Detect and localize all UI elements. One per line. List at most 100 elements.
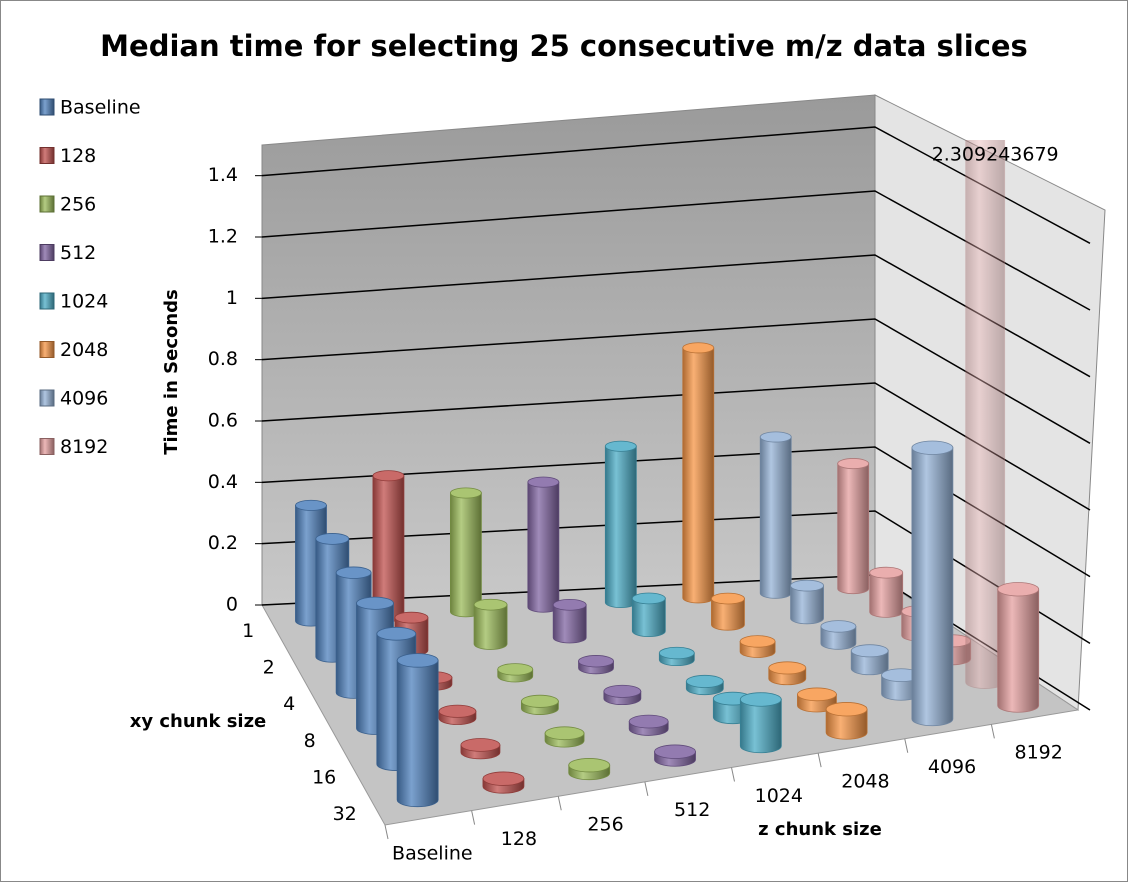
- legend-label: 2048: [60, 339, 108, 361]
- cylinder-top: [604, 440, 637, 452]
- grid-line: [261, 382, 1091, 511]
- cylinder-body: [869, 572, 904, 618]
- legend-swatch: [39, 244, 55, 261]
- cylinder-top: [658, 646, 695, 660]
- cylinder: [837, 458, 870, 595]
- cylinder-body: [850, 650, 889, 676]
- cylinder: [628, 714, 669, 736]
- cylinder: [739, 692, 782, 754]
- x-axis-title: z chunk size: [758, 819, 882, 840]
- x-tick: [557, 796, 562, 811]
- value-label: 2.309243679: [932, 144, 1059, 166]
- cylinder-top: [790, 579, 824, 592]
- y-tick-label: 0.6: [208, 410, 238, 432]
- cylinder-top: [869, 566, 904, 579]
- cylinder: [631, 592, 666, 638]
- cylinder: [473, 598, 508, 650]
- cylinder: [685, 674, 724, 696]
- cylinder: [911, 440, 954, 727]
- cylinder: [527, 476, 560, 613]
- y-tick-label: 0.2: [208, 532, 238, 554]
- cylinder-top: [837, 458, 870, 470]
- cylinder-top: [739, 692, 782, 707]
- x-tick-label: Baseline: [392, 842, 473, 864]
- cylinder: [544, 726, 585, 748]
- cylinder-body: [820, 625, 857, 650]
- plot-area: [295, 140, 1040, 808]
- x-tick: [817, 753, 822, 768]
- x-tick: [471, 810, 476, 825]
- legend-swatch: [39, 195, 55, 213]
- cylinder-top: [372, 470, 405, 482]
- legend-label: 128: [60, 145, 96, 167]
- legend-swatch: [39, 341, 55, 358]
- cylinder: [759, 431, 792, 599]
- cylinder-body: [911, 447, 954, 727]
- depth-tick-label: 1: [242, 620, 254, 642]
- grid-line: [261, 190, 1091, 311]
- cylinder-top: [850, 644, 889, 658]
- cylinder-top: [654, 744, 696, 759]
- cylinder-top: [520, 694, 559, 708]
- x-tick: [990, 724, 995, 739]
- cylinder: [460, 738, 501, 760]
- cylinder-body: [790, 585, 824, 625]
- cylinder-top: [460, 738, 501, 752]
- cylinder: [568, 758, 611, 781]
- cylinder-body: [631, 598, 666, 638]
- cylinder-body: [552, 604, 587, 644]
- cylinder-top: [552, 598, 587, 611]
- cylinder-top: [711, 592, 745, 605]
- y-tick-label: 0.8: [208, 348, 238, 370]
- x-tick: [731, 767, 735, 782]
- x-tick-label: 2048: [841, 770, 889, 792]
- legend-swatch: [39, 98, 55, 116]
- x-tick: [904, 738, 909, 753]
- cylinder: [552, 598, 587, 644]
- cylinder-body: [473, 604, 508, 650]
- cylinder-top: [768, 661, 807, 675]
- depth-tick-label: 16: [312, 767, 336, 789]
- depth-axis-title: xy chunk size: [130, 711, 267, 732]
- legend-label: 8192: [60, 436, 108, 458]
- cylinder-top: [797, 687, 837, 702]
- cylinder-top: [482, 771, 525, 786]
- x-tick-label: 512: [674, 799, 710, 821]
- cylinder-body: [711, 598, 745, 631]
- cylinder-body: [759, 436, 792, 599]
- legend-label: 1024: [60, 291, 108, 313]
- cylinder: [482, 771, 525, 794]
- legend-label: 512: [60, 242, 96, 264]
- cylinder-top: [739, 635, 776, 648]
- cylinder-top: [396, 653, 439, 668]
- cylinder-top: [825, 702, 868, 717]
- legend-label: 4096: [60, 388, 108, 410]
- cylinder: [869, 566, 904, 618]
- cylinder: [850, 644, 889, 676]
- x-tick-label: 256: [587, 814, 623, 836]
- legend-label: Baseline: [60, 97, 141, 119]
- cylinder: [396, 653, 439, 808]
- cylinder-body: [449, 492, 482, 618]
- cylinder: [578, 655, 614, 675]
- cylinder: [520, 694, 559, 715]
- legend-swatch: [39, 438, 55, 455]
- cylinder-top: [527, 476, 560, 488]
- y-tick-label: 1.2: [208, 226, 238, 248]
- x-tick: [644, 781, 649, 796]
- x-tick-label: 4096: [928, 756, 976, 778]
- grid-line: [261, 446, 1091, 578]
- cylinder: [372, 470, 405, 622]
- cylinder-top: [449, 487, 482, 499]
- cylinder-top: [315, 533, 350, 545]
- legend-swatch: [39, 389, 55, 407]
- cylinder: [654, 744, 696, 767]
- cylinder: [449, 487, 482, 618]
- x-tick-label: 1024: [755, 785, 803, 807]
- grid-line: [261, 126, 1091, 244]
- cylinder: [682, 342, 715, 604]
- x-tick-label: 8192: [1015, 742, 1063, 764]
- cylinder: [825, 702, 868, 740]
- cylinder-body: [527, 481, 560, 613]
